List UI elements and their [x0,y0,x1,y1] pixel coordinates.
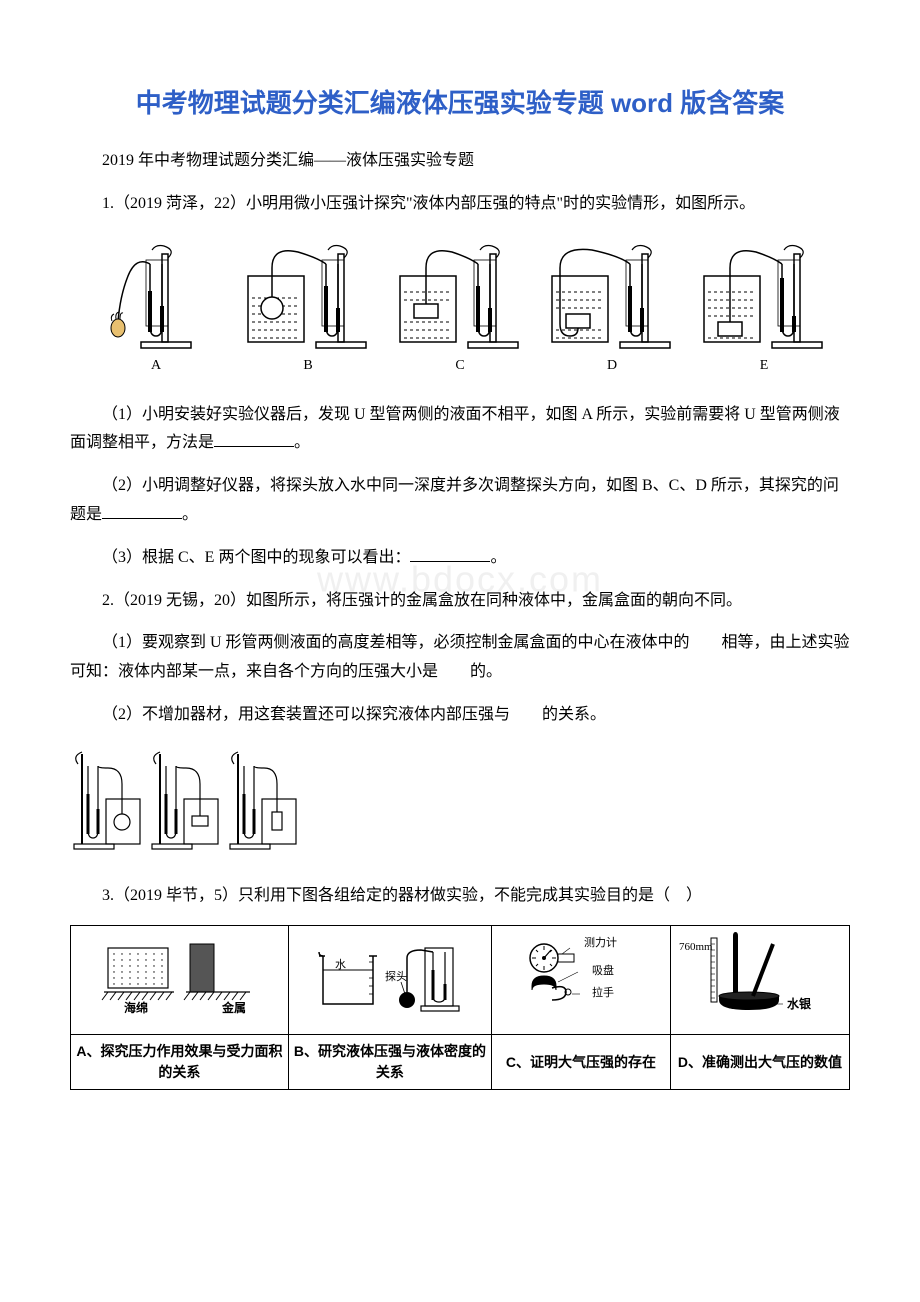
q1-label-a: A [151,353,161,378]
q3-cap-b: B、研究液体压强与液体密度的关系 [288,1035,491,1090]
page-title: 中考物理试题分类汇编液体压强实验专题 word 版含答案 [70,80,850,127]
svg-text:吸盘: 吸盘 [592,963,614,977]
q1-diagram-row: A B [70,236,850,378]
q3-cell-c-img: 测力计 吸盘 拉手 [491,925,670,1035]
q1-diagram-c: C [384,236,536,378]
q3-table: 海绵 金属 水 [70,925,850,1091]
svg-text:金属: 金属 [221,1000,246,1015]
q1-label-d: D [607,353,617,378]
q1-diagram-e: E [688,236,840,378]
q2-p1: （1）要观察到 U 形管两侧液面的高度差相等，必须控制金属盒面的中心在液体中的 … [70,629,850,687]
q1-label-e: E [760,353,769,378]
svg-text:拉手: 拉手 [592,985,614,999]
q1-p3: （3）根据 C、E 两个图中的现象可以看出： 。 [70,544,850,573]
svg-text:水银: 水银 [787,996,812,1011]
svg-text:探头: 探头 [385,970,407,983]
q1-label-c: C [455,353,464,378]
q1-p3-text-a: （3）根据 C、E 两个图中的现象可以看出： [102,549,410,566]
q3-cell-d-img: 760mm 水银 [670,925,849,1035]
q2-p2: （2）不增加器材，用这套装置还可以探究液体内部压强与 的关系。 [70,701,850,730]
blank-fill [214,431,294,447]
q3-cell-a-img: 海绵 金属 [71,925,289,1035]
q1-p2: （2）小明调整好仪器，将探头放入水中同一深度并多次调整探头方向，如图 B、C、D… [70,472,850,530]
q1-p1-text-a: （1）小明安装好实验仪器后，发现 U 型管两侧的液面不相平，如图 A 所示，实验… [70,406,840,452]
q2-diagram-row [70,744,850,864]
q3-cap-d: D、准确测出大气压的数值 [670,1035,849,1090]
q1-diagram-d: D [536,236,688,378]
q1-p3-text-b: 。 [490,549,506,566]
q1-diagram-a: A [80,236,232,378]
q3-cap-c: C、证明大气压强的存在 [491,1035,670,1090]
svg-text:水: 水 [335,958,346,971]
q3-stem: 3.（2019 毕节，5）只利用下图各组给定的器材做实验，不能完成其实验目的是（… [70,882,850,911]
q1-p1: （1）小明安装好实验仪器后，发现 U 型管两侧的液面不相平，如图 A 所示，实验… [70,401,850,459]
q3-cap-a: A、探究压力作用效果与受力面积的关系 [71,1035,289,1090]
svg-text:760mm: 760mm [679,941,713,953]
blank-fill [410,546,490,562]
q1-label-b: B [303,353,312,378]
q1-p2-text-b: 。 [182,506,198,523]
q3-cell-b-img: 水 探头 [288,925,491,1035]
q1-p1-text-b: 。 [294,434,310,451]
svg-text:测力计: 测力计 [584,936,617,949]
q1-stem: 1.（2019 菏泽，22）小明用微小压强计探究"液体内部压强的特点"时的实验情… [70,190,850,219]
q1-diagram-b: B [232,236,384,378]
svg-text:海绵: 海绵 [124,1000,148,1015]
q2-diagram-svg [70,744,300,864]
subtitle: 2019 年中考物理试题分类汇编——液体压强实验专题 [70,147,850,176]
watermark-region: www.bdocx.com （3）根据 C、E 两个图中的现象可以看出：。 2.… [70,544,850,616]
q2-stem: 2.（2019 无锡，20）如图所示，将压强计的金属盒放在同种液体中，金属盒面的… [70,587,850,616]
blank-fill [102,503,182,519]
